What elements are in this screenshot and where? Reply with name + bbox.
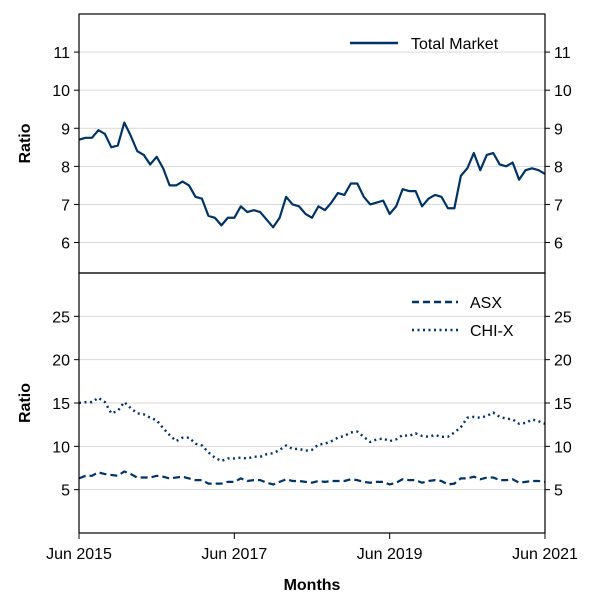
y-tick-label-left: 6 bbox=[61, 236, 70, 253]
series-line-chi-x bbox=[78, 396, 546, 463]
legend-label: ASX bbox=[470, 295, 502, 312]
legend-label: CHI-X bbox=[470, 323, 514, 340]
y-tick-label-left: 5 bbox=[61, 483, 70, 500]
y-tick-label-left: 7 bbox=[61, 197, 70, 214]
y-tick-label-right: 6 bbox=[554, 236, 563, 253]
x-tick-label: Jun 2021 bbox=[512, 546, 578, 563]
y-tick-label-right: 5 bbox=[554, 483, 563, 500]
y-tick-label-right: 7 bbox=[554, 197, 563, 214]
y-tick-label-left: 10 bbox=[52, 439, 70, 456]
y-tick-label-left: 8 bbox=[61, 159, 70, 176]
panel-frame bbox=[78, 272, 546, 534]
y-axis-title: Ratio bbox=[17, 383, 34, 423]
shared-x-axis: Jun 2015 Jun 2017 Jun 2019 Jun 2021 Months bbox=[46, 533, 578, 594]
x-tick-label: Jun 2019 bbox=[357, 546, 423, 563]
y-tick-label-right: 11 bbox=[554, 45, 571, 62]
y-tick-label-right: 15 bbox=[554, 396, 572, 413]
y-tick-label-right: 20 bbox=[554, 353, 572, 370]
y-tick-label-left: 11 bbox=[53, 45, 70, 62]
legend-label: Total Market bbox=[411, 36, 499, 53]
y-tick-label-right: 8 bbox=[554, 159, 563, 176]
x-tick-label: Jun 2015 bbox=[46, 546, 112, 563]
y-tick-label-right: 9 bbox=[554, 121, 563, 138]
y-tick-label-right: 10 bbox=[554, 83, 572, 100]
y-axis-title: Ratio bbox=[17, 123, 34, 163]
x-tick-label: Jun 2017 bbox=[201, 546, 267, 563]
y-tick-label-left: 15 bbox=[52, 396, 70, 413]
y-tick-label-left: 20 bbox=[52, 353, 70, 370]
y-tick-label-left: 25 bbox=[52, 309, 70, 326]
y-tick-label-left: 9 bbox=[61, 121, 70, 138]
series-line-total-market bbox=[78, 121, 546, 229]
y-tick-label-right: 25 bbox=[554, 309, 572, 326]
y-tick-label-right: 10 bbox=[554, 439, 572, 456]
bottom-panel: 5 5 10 10 15 15 20 20 25 25 Ratio ASX CHI-X bbox=[17, 272, 572, 534]
top-panel: 6 6 7 7 8 8 9 9 10 10 11 11 Ratio Total Market bbox=[17, 13, 572, 274]
series-line-asx bbox=[78, 470, 546, 486]
x-axis-title: Months bbox=[284, 577, 341, 594]
y-tick-label-left: 10 bbox=[52, 83, 70, 100]
